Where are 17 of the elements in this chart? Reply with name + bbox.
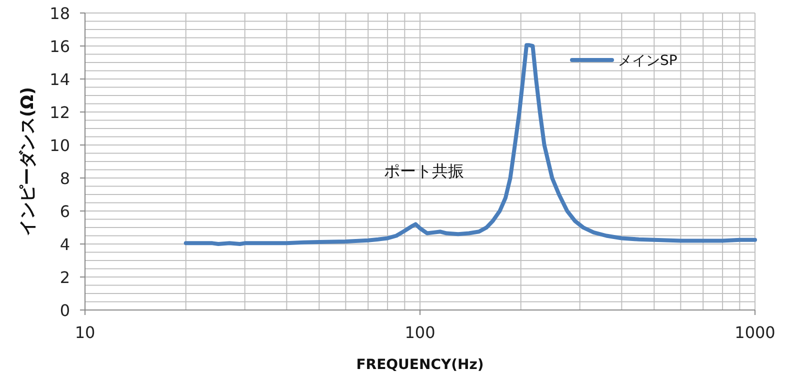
- y-tick-label: 0: [60, 301, 70, 320]
- y-tick-label: 4: [60, 235, 70, 254]
- legend-label: メインSP: [618, 53, 678, 69]
- y-tick-label: 12: [50, 103, 70, 122]
- x-axis-title: FREQUENCY(Hz): [356, 357, 484, 373]
- y-tick-label: 16: [50, 37, 70, 56]
- y-tick-label: 18: [50, 4, 70, 23]
- y-tick-label: 6: [60, 202, 70, 221]
- y-axis-title: インピーダンス(Ω): [18, 87, 38, 236]
- x-tick-label: 100: [404, 323, 436, 342]
- annotation: ポート共振: [384, 161, 464, 180]
- y-tick-label: 10: [50, 136, 70, 155]
- x-tick-label: 10: [74, 323, 96, 342]
- y-tick-label: 2: [60, 268, 70, 287]
- y-tick-label: 14: [50, 70, 70, 89]
- x-tick-label: 1000: [734, 323, 776, 342]
- y-tick-label: 8: [60, 169, 70, 188]
